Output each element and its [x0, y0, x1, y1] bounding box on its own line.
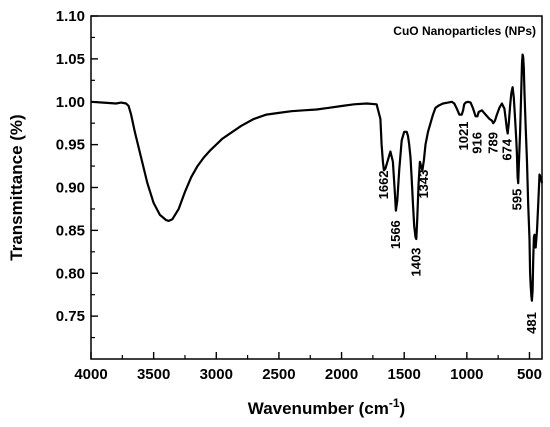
peak-label-1403: 1403: [408, 248, 423, 277]
y-tick-label: 1.05: [56, 51, 85, 68]
legend-label: CuO Nanoparticles (NPs): [393, 24, 536, 38]
x-tick-label: 2500: [262, 366, 295, 383]
y-tick-label: 1.00: [56, 94, 85, 111]
peak-label-789: 789: [485, 132, 500, 154]
y-axis-title: Transmittance (%): [7, 114, 26, 260]
x-tick-label: 1000: [450, 366, 483, 383]
y-tick-label: 0.90: [56, 180, 85, 197]
axis-ticks: [90, 15, 531, 359]
x-axis-title-sup: -1: [389, 396, 400, 410]
x-tick-label: 2000: [325, 366, 358, 383]
peak-label-1021: 1021: [456, 122, 471, 151]
x-tick-label: 4000: [74, 366, 107, 383]
x-axis-title-close: ): [400, 399, 406, 418]
y-tick-label: 0.80: [56, 265, 85, 282]
x-tick-label: 1500: [388, 366, 421, 383]
peak-label-595: 595: [510, 189, 525, 211]
tick-labels: 4000 3500 3000 2500 2000 1500 1000 500 0.75 0.80 0…: [56, 8, 542, 383]
y-tick-label: 0.85: [56, 222, 85, 239]
x-tick-label: 500: [517, 366, 542, 383]
plot-frame: [90, 15, 543, 360]
x-axis-title: Wavenumber (cm-1): [248, 396, 405, 418]
peak-label-916: 916: [469, 132, 484, 154]
y-tick-label: 0.75: [56, 308, 85, 325]
peak-label-1662: 1662: [376, 170, 391, 199]
spectrum-line: [90, 53, 544, 302]
x-tick-label: 3000: [200, 366, 233, 383]
y-tick-label: 0.95: [56, 137, 85, 154]
x-tick-label: 3500: [137, 366, 170, 383]
x-axis-title-main: Wavenumber (cm: [248, 399, 389, 418]
peak-label-674: 674: [500, 138, 515, 160]
peak-label-481: 481: [524, 312, 539, 334]
peak-label-1343: 1343: [416, 170, 431, 199]
y-tick-label: 1.10: [56, 8, 85, 25]
peak-label-1566: 1566: [388, 220, 403, 249]
